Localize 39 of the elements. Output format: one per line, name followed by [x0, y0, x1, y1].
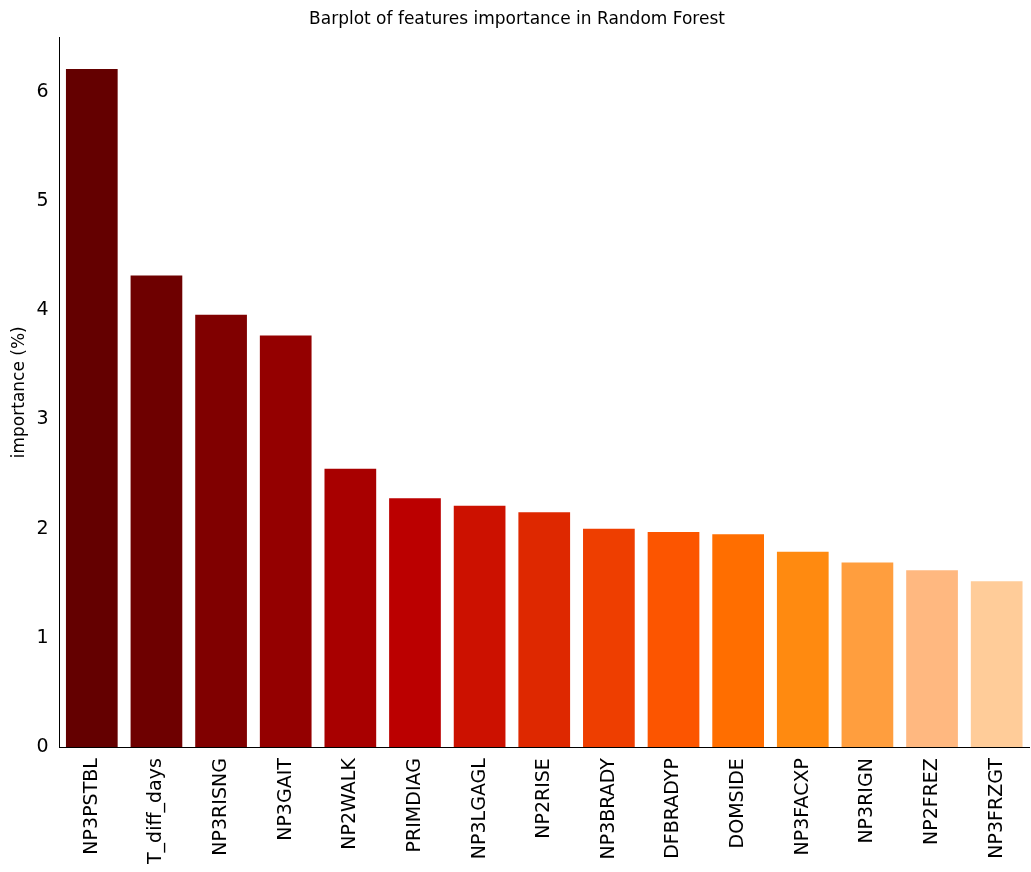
- bar: [583, 528, 635, 748]
- y-tick-label: 6: [36, 78, 49, 101]
- bar: [841, 562, 894, 748]
- bar: [647, 532, 700, 748]
- x-tick-label: DOMSIDE: [725, 758, 748, 849]
- y-tick-label: 5: [36, 188, 49, 211]
- chart-title: Barplot of features importance in Random Forest: [309, 7, 726, 28]
- bar: [776, 551, 829, 748]
- y-tick-label: 3: [36, 406, 49, 429]
- bar: [389, 498, 441, 748]
- x-tick-label: DFBRADYP: [660, 758, 683, 859]
- y-tick-label: 2: [36, 515, 49, 538]
- x-tick-label: NP3RIGN: [854, 758, 877, 844]
- bar: [453, 505, 506, 748]
- x-tick-label: NP3FACXP: [789, 758, 812, 856]
- x-tick-label: NP3BRADY: [595, 757, 618, 860]
- bar: [65, 69, 118, 748]
- y-tick-label: 1: [36, 624, 49, 647]
- x-tick-label: NP2RISE: [531, 758, 554, 839]
- bar: [195, 314, 247, 748]
- bar: [970, 581, 1023, 748]
- y-tick-label: 0: [36, 734, 49, 757]
- x-tick-label: PRIMDIAG: [401, 758, 424, 853]
- bar: [130, 275, 183, 748]
- x-tick-label: NP2WALK: [337, 757, 360, 850]
- bar: [518, 512, 571, 748]
- y-tick-label: 4: [36, 297, 49, 320]
- x-tick-label: NP3GAIT: [272, 757, 295, 841]
- x-tick-label: NP3FRZGT: [983, 757, 1006, 859]
- y-axis-title: importance (%): [7, 326, 28, 459]
- x-tick-label: NP3LGAGL: [466, 757, 489, 860]
- bar: [324, 468, 377, 748]
- x-tick-label: NP3RISNG: [208, 758, 231, 856]
- bar: [259, 335, 312, 748]
- bar: [712, 534, 764, 748]
- x-tick-label: T_diff_days: [143, 758, 167, 866]
- x-tick-label: NP2FREZ: [918, 758, 941, 846]
- x-tick-label: NP3PSTBL: [78, 757, 101, 855]
- bar: [906, 570, 958, 748]
